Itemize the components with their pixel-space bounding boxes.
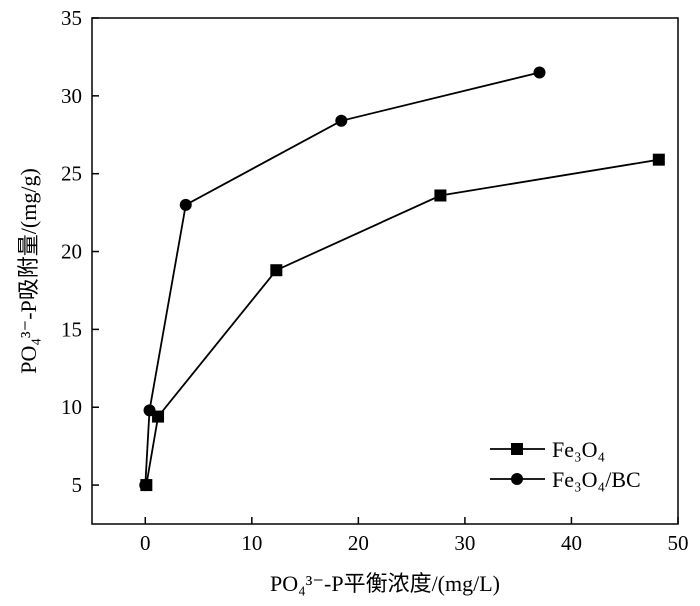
y-tick-label: 25 xyxy=(61,162,82,186)
x-axis-title: PO₄³⁻-P平衡浓度/(mg/L) xyxy=(270,571,500,596)
y-tick-label: 30 xyxy=(61,84,82,108)
legend-label-fe3o4: Fe₃O₄ xyxy=(552,437,605,462)
series-fe3o4 xyxy=(140,153,665,492)
data-point-circle xyxy=(533,66,546,79)
x-tick-label: 30 xyxy=(454,531,475,555)
legend-marker-square xyxy=(511,443,523,455)
y-axis-title: PO₄³⁻-P吸附量/(mg/g) xyxy=(16,168,41,374)
series-line xyxy=(144,71,540,486)
y-tick-label: 35 xyxy=(61,6,82,30)
data-point-circle xyxy=(179,198,192,211)
data-point-square xyxy=(270,264,283,277)
series-fe3o4-bc xyxy=(139,66,546,492)
legend-item-fe3o4: Fe₃O₄ xyxy=(490,437,605,462)
plot-frame xyxy=(91,17,679,525)
y-tick-label: 15 xyxy=(61,317,82,341)
data-point-square xyxy=(152,410,165,423)
x-tick-label: 20 xyxy=(348,531,369,555)
data-point-circle xyxy=(143,404,156,417)
y-tick-label: 10 xyxy=(61,395,82,419)
data-point-circle xyxy=(139,479,152,492)
data-point-circle xyxy=(335,114,348,127)
data-point-square xyxy=(434,189,447,202)
x-tick-label: 40 xyxy=(561,531,582,555)
legend-label-fe3o4-bc: Fe₃O₄/BC xyxy=(552,467,641,492)
legend-marker-circle xyxy=(511,473,523,485)
series-layer xyxy=(139,66,665,492)
legend: Fe₃O₄ Fe₃O₄/BC xyxy=(490,437,641,492)
x-tick-label: 50 xyxy=(668,531,689,555)
legend-item-fe3o4-bc: Fe₃O₄/BC xyxy=(490,467,641,492)
x-tick-label: 0 xyxy=(140,531,151,555)
y-tick-label: 20 xyxy=(61,240,82,264)
x-tick-label: 10 xyxy=(241,531,262,555)
data-point-square xyxy=(652,153,665,166)
ticks-layer: 0 10 20 30 40 50 5 10 15 20 25 30 35 xyxy=(61,6,689,555)
y-tick-label: 5 xyxy=(72,473,83,497)
